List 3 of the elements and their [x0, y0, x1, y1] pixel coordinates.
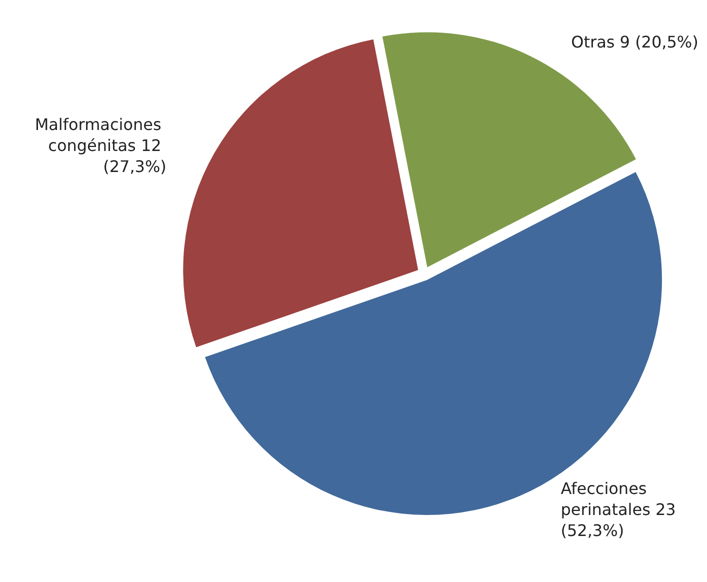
slice-label: Afecciones perinatales 23 (52,3%) — [560, 479, 681, 540]
slice-label: Otras 9 (20,5%) — [571, 32, 698, 52]
slice-label: Malformaciones congénitas 12 (27,3%) — [34, 114, 166, 176]
